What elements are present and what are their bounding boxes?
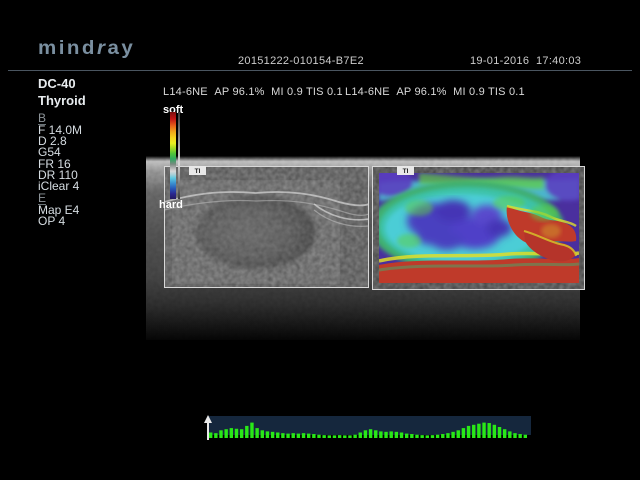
svg-text:TI: TI <box>195 168 201 175</box>
svg-text:TI: TI <box>403 168 409 175</box>
